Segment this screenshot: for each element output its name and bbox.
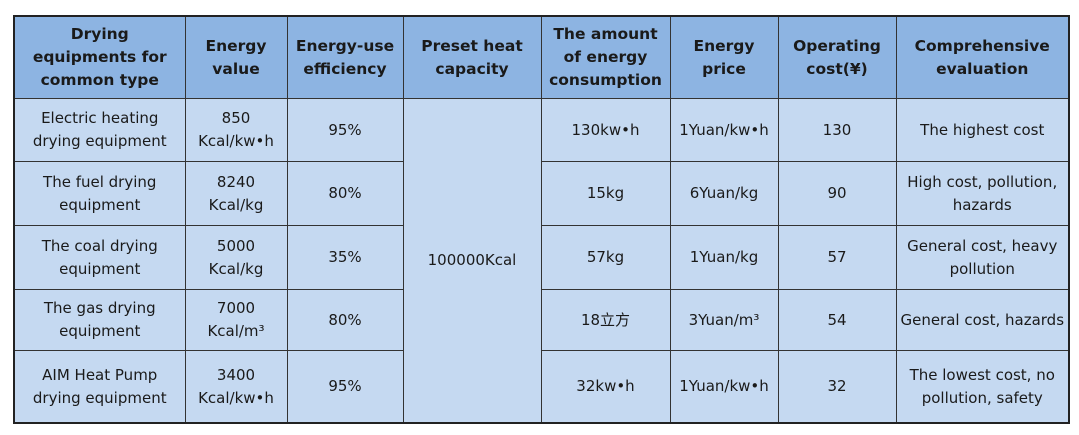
cell-price: 6Yuan/kg [669, 161, 779, 226]
cell-cost: 57 [777, 225, 897, 290]
cell-evaluation: The highest cost [895, 98, 1070, 162]
cell-evaluation: General cost, heavy pollution [895, 225, 1070, 290]
cell-consumption: 57kg [540, 225, 671, 290]
cell-efficiency: 80% [286, 289, 404, 351]
cell-energy-value: 7000 Kcal/m³ [184, 289, 288, 351]
cell-price: 3Yuan/m³ [669, 289, 779, 351]
table-row: Electric heating drying equipment 850 Kc… [13, 98, 1070, 424]
header-row: Drying equipments for common type Energy… [13, 15, 1070, 99]
cell-consumption: 18立方 [540, 289, 671, 351]
cell-energy-value: 8240 Kcal/kg [184, 161, 288, 226]
cell-efficiency: 95% [286, 350, 404, 424]
cell-price: 1Yuan/kw•h [669, 350, 779, 424]
table-row: The fuel drying equipment 8240 Kcal/kg 8… [13, 161, 1070, 226]
cell-evaluation: General cost, hazards [895, 289, 1070, 351]
cell-evaluation: High cost, pollution, hazards [895, 161, 1070, 226]
cell-cost: 54 [777, 289, 897, 351]
drying-equipment-comparison-table: Drying equipments for common type Energy… [13, 15, 1070, 424]
cell-efficiency: 95% [286, 98, 404, 162]
header-efficiency: Energy-use efficiency [286, 15, 404, 99]
cell-efficiency: 35% [286, 225, 404, 290]
cell-consumption: 130kw•h [540, 98, 671, 162]
header-evaluation: Comprehensive evaluation [895, 15, 1070, 99]
cell-efficiency: 80% [286, 161, 404, 226]
table-row: The gas drying equipment 7000 Kcal/m³ 80… [13, 289, 1070, 351]
cell-price: 1Yuan/kw•h [669, 98, 779, 162]
cell-evaluation: The lowest cost, no pollution, safety [895, 350, 1070, 424]
header-preset-heat: Preset heat capacity [402, 15, 542, 99]
cell-consumption: 15kg [540, 161, 671, 226]
cell-type: The fuel drying equipment [13, 161, 186, 226]
header-cost: Operating cost(¥) [777, 15, 897, 99]
cell-consumption: 32kw•h [540, 350, 671, 424]
header-type: Drying equipments for common type [13, 15, 186, 99]
cell-energy-value: 5000 Kcal/kg [184, 225, 288, 290]
cell-type: The coal drying equipment [13, 225, 186, 290]
cell-energy-value: 850 Kcal/kw•h [184, 98, 288, 162]
cell-energy-value: 3400 Kcal/kw•h [184, 350, 288, 424]
cell-price: 1Yuan/kg [669, 225, 779, 290]
header-consumption: The amount of energy consumption [540, 15, 671, 99]
table-row: The coal drying equipment 5000 Kcal/kg 3… [13, 225, 1070, 290]
cell-cost: 130 [777, 98, 897, 162]
cell-cost: 90 [777, 161, 897, 226]
cell-type: Electric heating drying equipment [13, 98, 186, 162]
cell-type: AIM Heat Pump drying equipment [13, 350, 186, 424]
cell-type: The gas drying equipment [13, 289, 186, 351]
header-energy-value: Energy value [184, 15, 288, 99]
table-row: AIM Heat Pump drying equipment 3400 Kcal… [13, 350, 1070, 424]
cell-cost: 32 [777, 350, 897, 424]
header-price: Energy price [669, 15, 779, 99]
cell-preset-heat-capacity: 100000Kcal [402, 98, 542, 424]
